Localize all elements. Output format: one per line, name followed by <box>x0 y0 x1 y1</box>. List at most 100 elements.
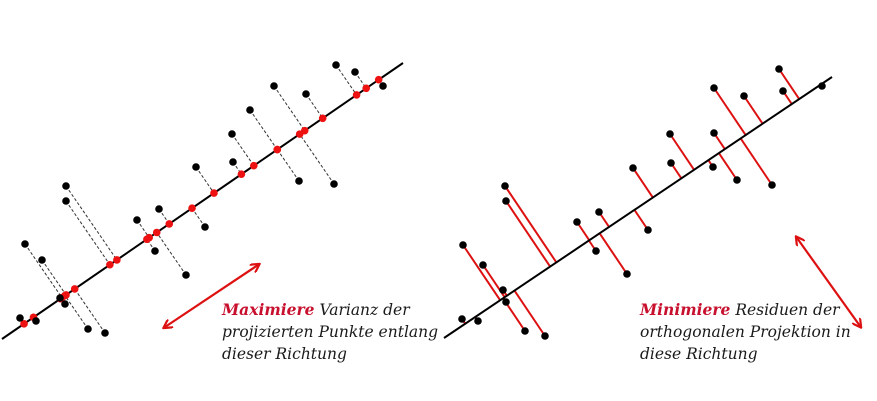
data-point <box>151 247 159 255</box>
data-point <box>541 332 549 340</box>
data-point <box>595 208 603 216</box>
residual-line <box>739 137 773 186</box>
data-point <box>101 329 109 337</box>
projected-point <box>143 235 151 244</box>
projected-point <box>188 204 196 212</box>
panel-maximize-variance <box>1 61 404 340</box>
data-point <box>644 226 652 234</box>
data-point <box>84 325 92 333</box>
residual-line <box>633 209 649 231</box>
data-point <box>623 270 631 278</box>
data-point <box>228 130 236 138</box>
projection-line <box>249 109 278 150</box>
data-point <box>740 92 748 100</box>
data-point <box>459 241 467 249</box>
projection-line <box>299 133 335 185</box>
data-point <box>592 247 600 255</box>
panel-minimize-residuals <box>443 65 860 340</box>
caption-line-1: Maximiere Varianz der <box>222 299 438 321</box>
residual-line <box>718 152 738 181</box>
data-point <box>479 261 487 269</box>
caption-line-2: projizierten Punkte entlang <box>222 323 439 341</box>
caption-line-3: diese Richtung <box>640 345 758 363</box>
residual-line <box>598 232 628 275</box>
residual-line <box>462 244 501 301</box>
data-point <box>155 205 163 213</box>
projected-point <box>352 91 361 99</box>
data-point <box>62 182 70 190</box>
projected-point <box>374 75 383 84</box>
data-point <box>56 294 64 302</box>
data-point <box>458 315 466 323</box>
projection-line <box>191 207 206 228</box>
caption-lead-word: Maximiere <box>222 300 315 319</box>
projected-point <box>237 170 246 179</box>
data-point <box>733 176 741 184</box>
projection-line <box>41 259 67 296</box>
caption-line-1-rest: Varianz der <box>314 301 410 319</box>
projected-point <box>20 320 28 328</box>
projection-line <box>231 133 255 166</box>
projected-point <box>210 189 218 197</box>
projection-line <box>335 64 358 96</box>
projected-point <box>250 161 258 170</box>
projected-point <box>165 220 174 228</box>
data-point <box>182 271 190 279</box>
projection-line <box>276 149 300 182</box>
data-point <box>21 240 29 248</box>
data-point <box>201 223 209 231</box>
data-point <box>667 159 675 167</box>
data-point <box>629 164 637 172</box>
residual-line <box>743 95 764 125</box>
projected-point <box>152 228 161 237</box>
projected-point <box>318 114 327 123</box>
projected-point <box>300 126 309 135</box>
caption-minimize-residuals: Minimiere Residuen der orthogonalen Proj… <box>640 299 851 365</box>
data-point <box>332 61 340 69</box>
data-point <box>710 84 718 92</box>
residual-line <box>504 185 558 263</box>
data-point <box>192 163 200 171</box>
data-point <box>270 82 278 90</box>
direction-arrow <box>165 265 258 327</box>
principal-axis-line <box>443 76 833 339</box>
data-point <box>779 87 787 95</box>
data-point <box>38 256 46 264</box>
data-point <box>246 106 254 114</box>
data-point <box>501 182 509 190</box>
projection-line <box>305 93 324 119</box>
data-point <box>775 65 783 73</box>
data-point <box>502 197 510 205</box>
data-point <box>768 181 776 189</box>
data-point <box>133 216 141 224</box>
projected-point <box>106 260 114 269</box>
data-point <box>62 197 70 205</box>
residual-line <box>505 200 551 268</box>
caption-line-2: orthogonalen Projektion in <box>640 323 851 341</box>
projected-point <box>113 256 121 264</box>
projection-line <box>195 166 215 194</box>
projection-line <box>65 185 118 261</box>
data-point <box>61 300 69 308</box>
data-point <box>295 177 303 185</box>
projected-point <box>362 84 371 93</box>
projection-line <box>273 85 306 131</box>
residual-line <box>632 167 654 199</box>
data-point <box>32 317 40 325</box>
projected-point <box>273 145 282 154</box>
projection-line <box>64 295 89 330</box>
data-point <box>666 130 674 138</box>
caption-maximize-variance: Maximiere Varianz der projizierten Punkt… <box>222 299 438 365</box>
projection-line <box>74 288 106 334</box>
data-point <box>229 158 237 166</box>
data-point <box>351 68 359 76</box>
projection-line <box>65 200 111 266</box>
data-point <box>709 163 717 171</box>
data-point <box>474 317 482 325</box>
residual-line <box>713 87 747 136</box>
caption-line-3: dieser Richtung <box>222 345 347 363</box>
data-point <box>302 90 310 98</box>
data-point <box>818 82 826 90</box>
data-point <box>502 298 510 306</box>
